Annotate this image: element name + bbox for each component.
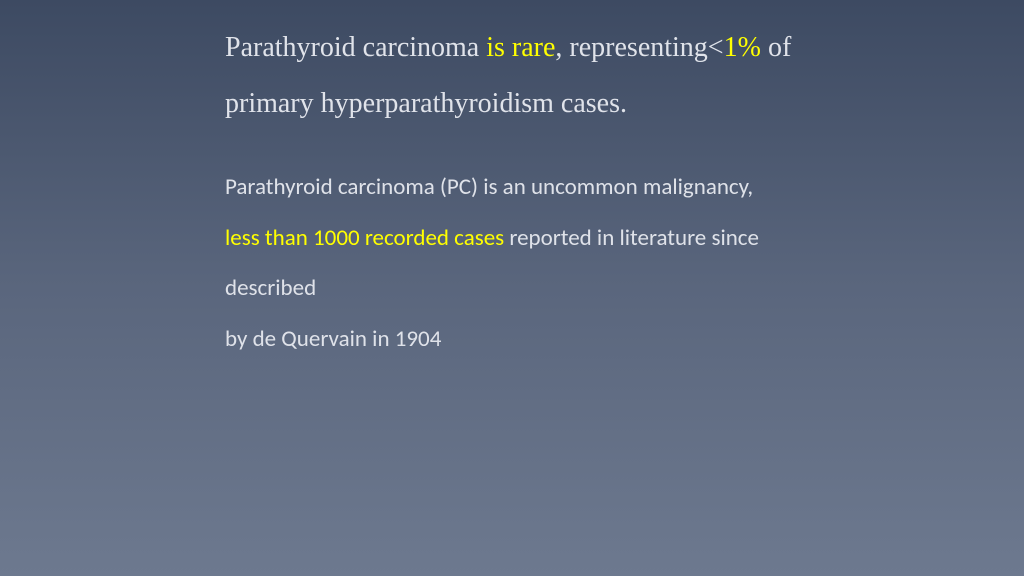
paragraph-intro: Parathyroid carcinoma is rare, represent…: [225, 20, 845, 132]
text-run: , representing<: [555, 32, 723, 63]
paragraph-detail: Parathyroid carcinoma (PC) is an uncommo…: [225, 162, 845, 364]
text-run: Parathyroid carcinoma: [225, 32, 486, 63]
text-run: by de Quervain in 1904: [225, 325, 441, 353]
text-run-highlight: is rare: [486, 32, 555, 63]
text-run: Parathyroid carcinoma (PC) is an uncommo…: [225, 173, 753, 201]
text-run-highlight: less than 1000 recorded cases: [225, 224, 509, 252]
text-run-highlight: 1%: [724, 32, 761, 63]
slide-content: Parathyroid carcinoma is rare, represent…: [225, 20, 845, 364]
